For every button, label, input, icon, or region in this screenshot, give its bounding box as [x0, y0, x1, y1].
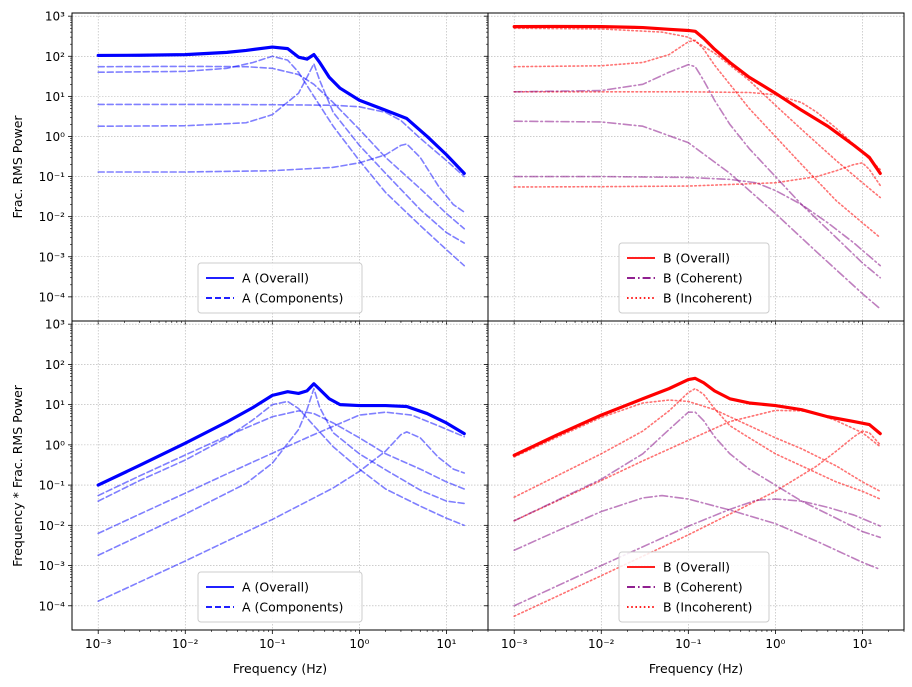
y-tick-label: 10⁰: [45, 438, 65, 452]
series-line-a-comp-4: [97, 411, 466, 535]
y-tick-label: 10⁻¹: [39, 170, 66, 184]
panel-bottom-right: 10⁻³ 10⁻² 10⁻¹ 10⁰ 10¹ B (Overall) B (Coherent…: [484, 320, 905, 651]
series-line-b-coh-1: [513, 63, 882, 279]
series-line-b-coh-2: [513, 120, 882, 310]
legend-label: A (Components): [242, 291, 343, 306]
legend-label: B (Coherent): [663, 271, 743, 286]
legend-box: [197, 571, 363, 623]
series-line-a-comp-5: [97, 143, 466, 213]
series-line-a-overall-: [96, 45, 466, 175]
y-tick-label: 10³: [45, 318, 65, 332]
x-tick-label: 10⁰: [349, 637, 369, 651]
legend-label: B (Incoherent): [663, 600, 752, 615]
y-tick-label: 10⁻⁴: [39, 599, 66, 613]
series-line-a-comp-2: [97, 65, 466, 230]
legend-label: A (Overall): [242, 580, 309, 595]
y-tick-label: 10⁻¹: [39, 479, 66, 493]
legend: B (Overall) B (Coherent) B (Incoherent): [618, 242, 770, 314]
series-group: [96, 382, 466, 602]
grid: [72, 13, 488, 321]
x-tick-label: 10⁻³: [85, 637, 112, 651]
series-line-b-coh-1: [513, 411, 882, 539]
y-tick-label: 10⁻³: [39, 559, 66, 573]
y-tick-label: 10²: [45, 50, 65, 64]
legend-label: B (Overall): [663, 251, 730, 266]
legend-label: B (Incoherent): [663, 291, 752, 306]
series-line-b-overall-: [512, 24, 882, 175]
grid: [72, 321, 488, 630]
y-tick-label: 10⁻⁴: [39, 290, 66, 304]
x-tick-label: 10⁻¹: [675, 637, 702, 651]
series-line-a-comp-3: [97, 387, 466, 557]
x-axis-label-right: Frequency (Hz): [649, 661, 743, 676]
series-line-a-comp-1: [97, 55, 466, 267]
x-tick-label: 10⁻²: [172, 637, 199, 651]
series-line-b-coh-2: [513, 494, 882, 571]
series-line-a-comp-4: [97, 103, 466, 178]
x-tick-label: 10¹: [852, 637, 872, 651]
legend-label: A (Overall): [242, 271, 309, 286]
legend-box: [197, 262, 363, 314]
y-axis-label-top: Frac. RMS Power: [10, 115, 25, 219]
x-tick-label: 10¹: [436, 637, 456, 651]
y-tick-label: 10¹: [45, 90, 65, 104]
series-line-b-coh-3: [513, 175, 882, 267]
y-tick-label: 10²: [45, 358, 65, 372]
x-tick-label: 10⁻³: [501, 637, 528, 651]
series-line-a-comp-2: [97, 410, 466, 497]
y-tick-label: 10⁻²: [39, 210, 66, 224]
y-tick-label: 10⁻²: [39, 519, 66, 533]
x-axis-label-left: Frequency (Hz): [233, 661, 327, 676]
y-tick-label: 10³: [45, 10, 65, 24]
series-line-a-overall-: [96, 382, 466, 487]
series-line-b-incoh-2: [513, 387, 882, 500]
series-line-b-incoh-4: [513, 162, 882, 188]
legend-box: [618, 551, 770, 623]
series-line-a-comp-3: [97, 62, 466, 244]
y-tick-label: 10¹: [45, 398, 65, 412]
series-line-a-comp-1: [97, 400, 466, 527]
ticks: 10⁻⁴ 10⁻³ 10⁻² 10⁻¹ 10⁰ 10¹ 10² 10³: [39, 10, 489, 325]
y-tick-label: 10⁰: [45, 130, 65, 144]
panel-bottom-left: 10⁻³ 10⁻² 10⁻¹ 10⁰ 10¹ 10⁻⁴ 10⁻³ 10⁻² 10⁻¹ 10⁰ 10¹…: [39, 318, 489, 651]
legend: A (Overall) A (Components): [197, 262, 363, 314]
series-group: [512, 24, 882, 310]
panel-top-right: B (Overall) B (Coherent) B (Incoherent): [484, 12, 905, 325]
series-line-b-incoh-3: [513, 409, 882, 522]
legend-label: A (Components): [242, 600, 343, 615]
series-line-b-incoh-2: [513, 39, 882, 239]
legend-box: [618, 242, 770, 314]
series-line-b-coh-3: [513, 498, 882, 607]
ticks: 10⁻³ 10⁻² 10⁻¹ 10⁰ 10¹ 10⁻⁴ 10⁻³ 10⁻² 10⁻¹ 10⁰ 10¹…: [39, 318, 489, 651]
legend-label: B (Overall): [663, 560, 730, 575]
series-line-a-comp-5: [97, 431, 466, 602]
grid: [488, 321, 904, 630]
series-group: [96, 45, 466, 267]
series-line-b-overall-: [512, 376, 882, 457]
y-axis-label-bottom: Frequency * Frac. RMS Power: [10, 384, 25, 567]
legend: A (Overall) A (Components): [197, 571, 363, 623]
legend: B (Overall) B (Coherent) B (Incoherent): [618, 551, 770, 623]
x-tick-label: 10⁻¹: [259, 637, 286, 651]
legend-label: B (Coherent): [663, 580, 743, 595]
axes-frame: [487, 320, 905, 631]
y-tick-label: 10⁻³: [39, 250, 66, 264]
x-tick-label: 10⁰: [765, 637, 785, 651]
x-tick-label: 10⁻²: [588, 637, 615, 651]
